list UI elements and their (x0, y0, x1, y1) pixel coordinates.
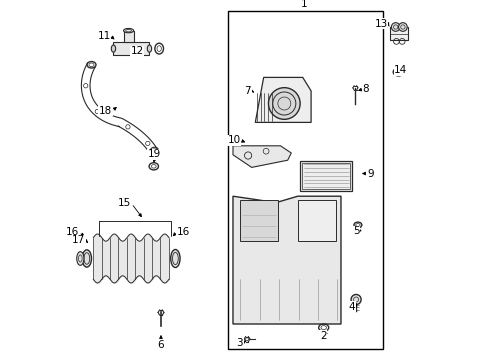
Polygon shape (232, 146, 291, 167)
Text: 16: 16 (177, 227, 190, 237)
Polygon shape (123, 31, 133, 42)
Text: 2: 2 (319, 330, 326, 341)
Ellipse shape (123, 28, 133, 33)
Text: 7: 7 (244, 86, 250, 96)
Ellipse shape (77, 252, 84, 265)
Text: 5: 5 (352, 226, 359, 236)
Polygon shape (113, 42, 149, 55)
Bar (228, 11, 382, 349)
Ellipse shape (82, 250, 91, 267)
Text: 9: 9 (366, 168, 373, 179)
Text: 3: 3 (236, 338, 243, 348)
Bar (389, 27, 407, 40)
Bar (389, 34, 407, 40)
Bar (240, 200, 277, 241)
Bar (300, 161, 352, 191)
Text: 15: 15 (118, 198, 131, 208)
Text: 10: 10 (227, 135, 240, 145)
Text: 1: 1 (300, 0, 306, 9)
Text: 19: 19 (147, 149, 161, 159)
Polygon shape (232, 196, 340, 324)
Bar (302, 163, 349, 189)
Ellipse shape (111, 45, 115, 52)
Text: 11: 11 (97, 31, 110, 41)
Text: 12: 12 (130, 46, 143, 56)
Circle shape (390, 23, 399, 31)
Text: 4: 4 (348, 302, 355, 312)
Bar (297, 200, 335, 241)
Text: 16: 16 (65, 227, 79, 237)
Text: 18: 18 (99, 106, 112, 116)
Polygon shape (255, 77, 310, 122)
Text: 8: 8 (362, 84, 368, 94)
Text: 17: 17 (72, 235, 85, 246)
Circle shape (398, 23, 407, 31)
Text: 14: 14 (393, 65, 407, 75)
Ellipse shape (170, 249, 180, 267)
Text: 13: 13 (374, 19, 387, 29)
Text: 6: 6 (157, 340, 164, 350)
Circle shape (350, 294, 361, 305)
Ellipse shape (147, 45, 151, 52)
Circle shape (268, 88, 300, 120)
